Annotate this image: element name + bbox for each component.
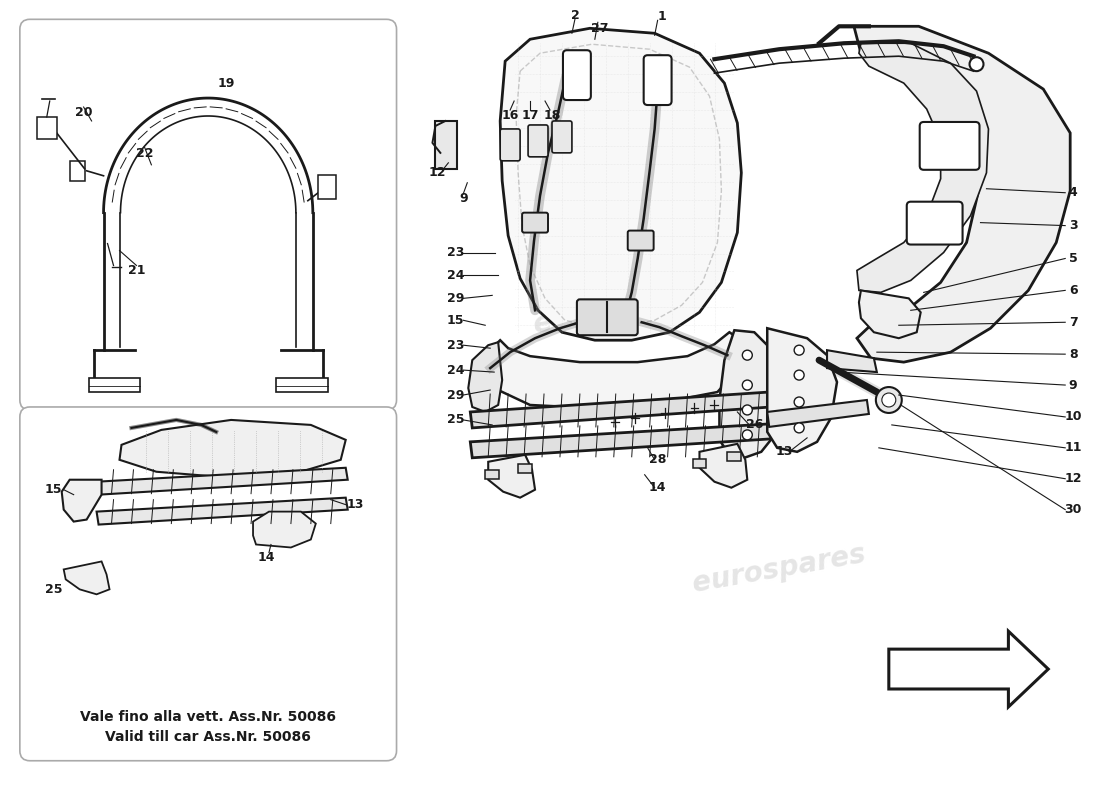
Polygon shape — [700, 444, 747, 488]
Circle shape — [794, 370, 804, 380]
Circle shape — [969, 57, 983, 71]
Text: 4: 4 — [1069, 186, 1078, 199]
FancyBboxPatch shape — [276, 378, 328, 392]
Text: 16: 16 — [502, 110, 519, 122]
Text: 2: 2 — [571, 9, 580, 22]
FancyBboxPatch shape — [436, 121, 458, 169]
Text: eurospares: eurospares — [118, 575, 295, 634]
Text: 12: 12 — [1065, 472, 1082, 486]
Circle shape — [794, 423, 804, 433]
Text: 13: 13 — [346, 498, 364, 511]
Text: 25: 25 — [447, 414, 464, 426]
Polygon shape — [469, 342, 503, 412]
FancyBboxPatch shape — [485, 470, 499, 478]
Text: 25: 25 — [45, 583, 63, 596]
Polygon shape — [859, 290, 921, 338]
FancyBboxPatch shape — [552, 121, 572, 153]
Text: 28: 28 — [649, 454, 667, 466]
Text: 11: 11 — [1065, 442, 1082, 454]
FancyBboxPatch shape — [576, 299, 638, 335]
Text: 12: 12 — [429, 166, 447, 179]
Text: 7: 7 — [1069, 316, 1078, 329]
FancyBboxPatch shape — [628, 230, 653, 250]
Polygon shape — [767, 400, 869, 427]
Text: 9: 9 — [459, 192, 468, 206]
FancyBboxPatch shape — [500, 129, 520, 161]
Polygon shape — [857, 43, 989, 292]
Text: 24: 24 — [447, 364, 464, 377]
Polygon shape — [64, 562, 110, 594]
Text: 10: 10 — [1065, 410, 1082, 423]
Polygon shape — [854, 26, 1070, 362]
Text: eurospares: eurospares — [118, 211, 295, 270]
FancyBboxPatch shape — [518, 464, 532, 473]
Text: 21: 21 — [128, 264, 145, 277]
FancyBboxPatch shape — [69, 161, 85, 181]
Text: Valid till car Ass.Nr. 50086: Valid till car Ass.Nr. 50086 — [106, 730, 311, 744]
Text: 19: 19 — [218, 77, 234, 90]
Polygon shape — [120, 420, 345, 478]
FancyBboxPatch shape — [727, 452, 741, 461]
Text: 9: 9 — [1069, 378, 1078, 391]
Text: 20: 20 — [75, 106, 92, 119]
Text: eurospares: eurospares — [531, 282, 708, 339]
FancyBboxPatch shape — [644, 55, 672, 105]
Text: 3: 3 — [1069, 219, 1078, 232]
Polygon shape — [97, 468, 348, 494]
Circle shape — [882, 393, 895, 407]
FancyBboxPatch shape — [920, 122, 979, 170]
Text: 26: 26 — [746, 418, 763, 431]
Text: 1: 1 — [657, 10, 665, 23]
Circle shape — [794, 345, 804, 355]
Circle shape — [742, 405, 752, 415]
Polygon shape — [471, 392, 771, 428]
FancyBboxPatch shape — [20, 407, 396, 761]
Text: 17: 17 — [521, 110, 539, 122]
Text: 14: 14 — [257, 551, 275, 564]
Polygon shape — [488, 455, 535, 498]
Polygon shape — [486, 332, 741, 408]
Polygon shape — [97, 498, 348, 525]
Polygon shape — [827, 350, 877, 372]
Polygon shape — [253, 512, 316, 547]
Text: 14: 14 — [649, 481, 667, 494]
Circle shape — [742, 350, 752, 360]
Circle shape — [742, 430, 752, 440]
Polygon shape — [719, 330, 781, 458]
Text: 29: 29 — [447, 389, 464, 402]
Text: 5: 5 — [1069, 252, 1078, 265]
FancyBboxPatch shape — [20, 19, 396, 410]
Text: 15: 15 — [447, 314, 464, 326]
Text: 13: 13 — [776, 446, 793, 458]
Text: eurospares: eurospares — [691, 540, 868, 598]
Text: 6: 6 — [1069, 284, 1078, 297]
Text: 29: 29 — [447, 292, 464, 305]
Text: 15: 15 — [45, 483, 63, 496]
FancyBboxPatch shape — [528, 125, 548, 157]
Text: 18: 18 — [543, 110, 561, 122]
Polygon shape — [767, 328, 837, 452]
FancyBboxPatch shape — [693, 458, 706, 468]
FancyBboxPatch shape — [89, 378, 141, 392]
Polygon shape — [471, 424, 771, 458]
FancyBboxPatch shape — [522, 213, 548, 233]
Text: 23: 23 — [447, 246, 464, 259]
FancyBboxPatch shape — [906, 202, 962, 245]
Polygon shape — [500, 28, 741, 340]
Circle shape — [742, 380, 752, 390]
Text: 8: 8 — [1069, 348, 1078, 361]
Polygon shape — [889, 631, 1048, 707]
Circle shape — [876, 387, 902, 413]
Text: 30: 30 — [1065, 503, 1082, 516]
Text: 23: 23 — [447, 338, 464, 352]
FancyBboxPatch shape — [563, 50, 591, 100]
Text: 24: 24 — [447, 269, 464, 282]
Circle shape — [794, 397, 804, 407]
FancyBboxPatch shape — [36, 117, 57, 139]
Text: 27: 27 — [591, 22, 608, 34]
Text: 22: 22 — [135, 147, 153, 160]
FancyBboxPatch shape — [318, 174, 336, 198]
Text: Vale fino alla vett. Ass.Nr. 50086: Vale fino alla vett. Ass.Nr. 50086 — [80, 710, 337, 724]
Polygon shape — [62, 480, 101, 522]
